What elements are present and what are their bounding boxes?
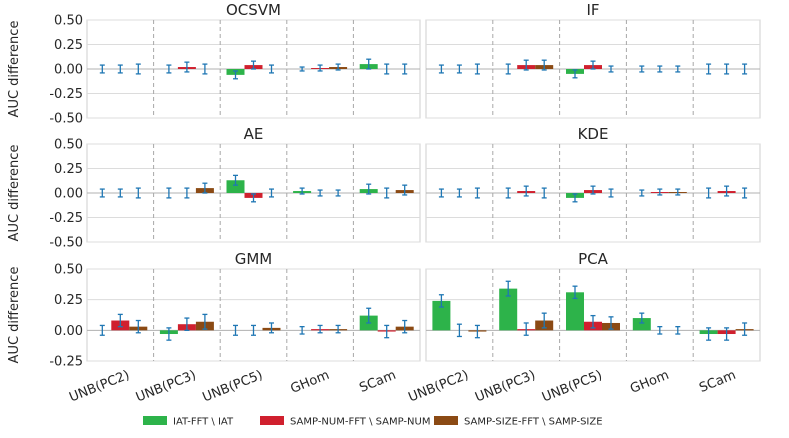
y-tick-label: 0.00 xyxy=(54,63,83,78)
panel-title: KDE xyxy=(578,125,609,143)
y-tick-label: -0.50 xyxy=(49,236,83,251)
x-tick-label: SCam xyxy=(697,368,738,396)
y-tick-label: 0.25 xyxy=(54,293,83,308)
legend-label: SAMP-NUM-FFT \ SAMP-NUM xyxy=(290,417,430,428)
y-tick-label: -0.25 xyxy=(49,211,83,226)
x-tick-label: UNB(PC5) xyxy=(540,368,604,406)
legend-swatch xyxy=(434,416,458,425)
x-tick-label: GHom xyxy=(628,368,671,397)
panel-gmm: GMM 0.50 0.25 0.00 -0.25 AUC difference UNB(PC… xyxy=(7,250,421,406)
y-tick-label: -0.25 xyxy=(49,355,83,370)
x-tick-label: UNB(PC5) xyxy=(201,368,265,406)
panel-ocsvm: OCSVM 0.50 0.25 0.00 -0.25 -0.50 AUC differenc… xyxy=(7,1,421,127)
bar xyxy=(432,300,451,331)
y-tick-label: 0.00 xyxy=(54,324,83,339)
bar xyxy=(499,288,518,331)
panel-ae: AE 0.50 0.25 0.00 -0.25 -0.50 AUC difference xyxy=(7,125,421,251)
panel-title: IF xyxy=(586,1,599,19)
panel-title: AE xyxy=(244,125,264,143)
panel-if: IF xyxy=(425,1,761,119)
x-tick-label: UNB(PC3) xyxy=(473,368,537,406)
x-tick-label: SCam xyxy=(357,368,398,396)
y-axis-label: AUC difference xyxy=(7,145,22,242)
y-tick-label: -0.50 xyxy=(49,112,83,127)
legend-label: SAMP-SIZE-FFT \ SAMP-SIZE xyxy=(464,417,603,428)
legend-label: IAT-FFT \ IAT xyxy=(173,417,234,428)
legend-swatch xyxy=(143,416,167,425)
x-tick-label: GHom xyxy=(288,368,331,397)
y-tick-label: 0.50 xyxy=(54,263,83,278)
bar xyxy=(632,318,651,331)
y-axis-label: AUC difference xyxy=(7,267,22,364)
y-tick-label: 0.25 xyxy=(54,162,83,177)
y-tick-label: 0.00 xyxy=(54,187,83,202)
y-tick-label: 0.25 xyxy=(54,38,83,53)
x-tick-label: UNB(PC2) xyxy=(406,368,470,406)
legend: IAT-FFT \ IAT SAMP-NUM-FFT \ SAMP-NUM SAMP… xyxy=(143,416,603,428)
panel-frame xyxy=(86,268,421,362)
y-axis-label: AUC difference xyxy=(7,21,22,118)
panel-kde: KDE xyxy=(425,125,761,243)
y-tick-label: 0.50 xyxy=(54,14,83,29)
panel-title: GMM xyxy=(235,250,273,268)
legend-swatch xyxy=(260,416,284,425)
x-tick-label: UNB(PC2) xyxy=(67,368,131,406)
panel-title: PCA xyxy=(578,250,609,268)
panel-frame xyxy=(425,268,761,362)
bar xyxy=(566,292,584,331)
panel-title: OCSVM xyxy=(226,1,281,19)
bar xyxy=(226,180,245,193)
panel-pca: PCA UNB(PC2) UNB(PC3) UNB(PC5) GHom SCam xyxy=(406,250,761,406)
y-tick-label: -0.25 xyxy=(49,87,83,102)
y-tick-label: 0.50 xyxy=(54,138,83,153)
x-tick-label: UNB(PC3) xyxy=(134,368,198,406)
